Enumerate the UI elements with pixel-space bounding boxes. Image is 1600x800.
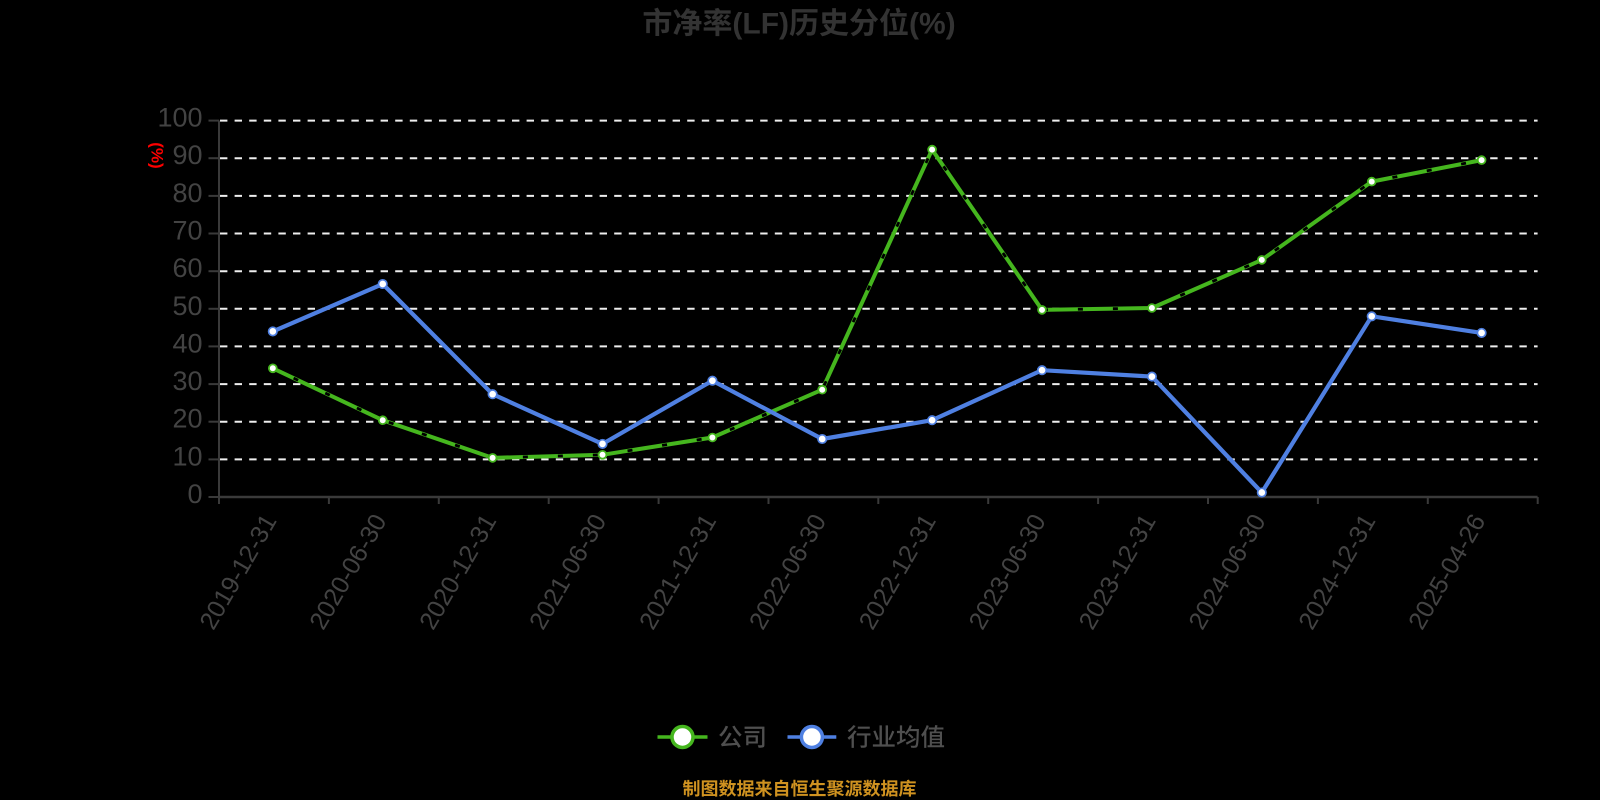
svg-text:10: 10 bbox=[172, 441, 202, 471]
svg-text:20: 20 bbox=[172, 404, 202, 434]
svg-text:2022-06-30: 2022-06-30 bbox=[744, 510, 832, 635]
svg-text:2019-12-31: 2019-12-31 bbox=[194, 510, 282, 635]
svg-text:2021-06-30: 2021-06-30 bbox=[524, 510, 612, 635]
svg-text:70: 70 bbox=[172, 216, 202, 246]
svg-text:(%): (%) bbox=[909, 8, 956, 41]
svg-text:2022-12-31: 2022-12-31 bbox=[854, 510, 942, 635]
svg-text:2024-12-31: 2024-12-31 bbox=[1293, 510, 1381, 635]
svg-text:2024-06-30: 2024-06-30 bbox=[1183, 510, 1271, 635]
svg-text:2023-12-31: 2023-12-31 bbox=[1073, 510, 1161, 635]
svg-text:2021-12-31: 2021-12-31 bbox=[634, 510, 722, 635]
svg-text:50: 50 bbox=[172, 291, 202, 321]
svg-text:2023-06-30: 2023-06-30 bbox=[964, 510, 1052, 635]
svg-text:(%): (%) bbox=[148, 142, 167, 168]
svg-text:30: 30 bbox=[172, 366, 202, 396]
svg-text:2025-04-26: 2025-04-26 bbox=[1403, 510, 1491, 635]
svg-text:2020-06-30: 2020-06-30 bbox=[304, 510, 392, 635]
svg-text:(LF): (LF) bbox=[732, 8, 789, 41]
svg-text:2020-12-31: 2020-12-31 bbox=[414, 510, 502, 635]
svg-text:0: 0 bbox=[187, 479, 202, 509]
svg-text:100: 100 bbox=[157, 103, 202, 133]
svg-text:80: 80 bbox=[172, 178, 202, 208]
svg-text:40: 40 bbox=[172, 328, 202, 358]
svg-text:90: 90 bbox=[172, 140, 202, 170]
svg-text:60: 60 bbox=[172, 253, 202, 283]
